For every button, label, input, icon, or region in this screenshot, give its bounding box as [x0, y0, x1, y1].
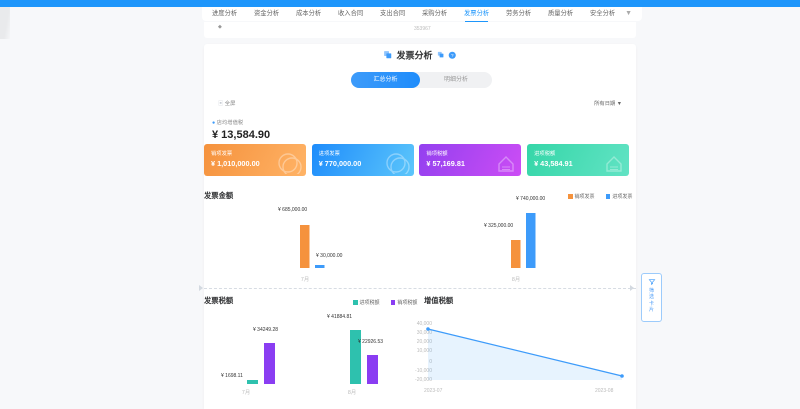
svg-text:?: ?	[451, 52, 454, 57]
